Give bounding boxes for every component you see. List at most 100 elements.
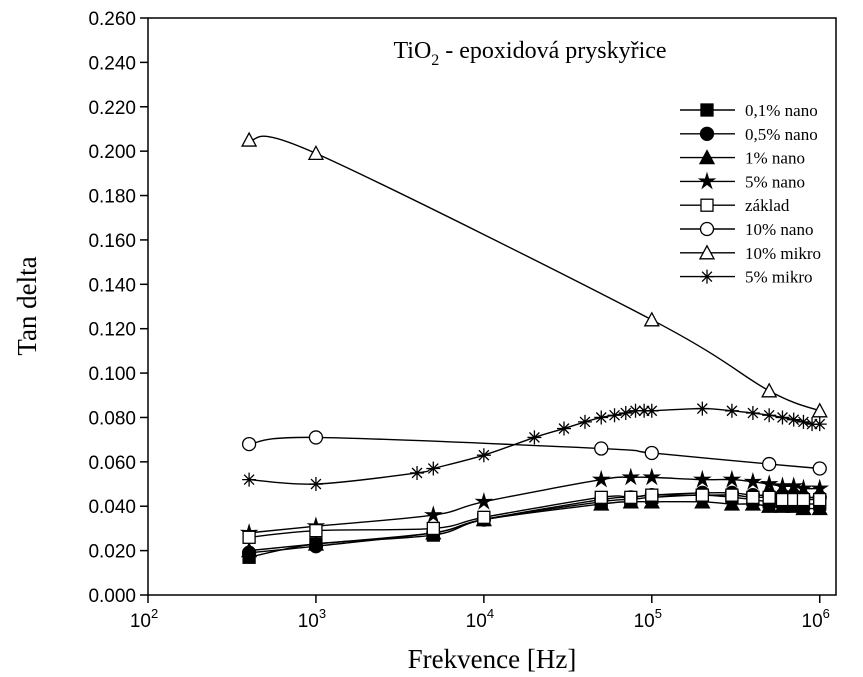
series-line bbox=[248, 135, 820, 412]
x-tick-base: 10 bbox=[298, 611, 319, 632]
data-point bbox=[762, 456, 777, 472]
data-point bbox=[762, 408, 777, 423]
data-point bbox=[743, 472, 763, 490]
data-point bbox=[643, 311, 660, 327]
data-point bbox=[805, 417, 820, 432]
y-tick-label: 0.140 bbox=[88, 275, 136, 296]
data-point bbox=[786, 412, 801, 427]
data-point bbox=[241, 131, 258, 147]
data-point bbox=[775, 492, 790, 507]
legend-marker bbox=[697, 171, 717, 190]
data-point bbox=[309, 523, 323, 538]
data-point bbox=[693, 469, 712, 488]
data-point bbox=[811, 500, 828, 516]
data-point bbox=[811, 402, 828, 418]
y-tick-label: 0.080 bbox=[88, 408, 136, 429]
data-point bbox=[594, 410, 609, 425]
legend-label: 1% nano bbox=[745, 149, 805, 168]
legend-label: 5% nano bbox=[745, 172, 805, 191]
data-point bbox=[426, 521, 440, 536]
y-tick-label: 0.100 bbox=[88, 364, 136, 385]
data-point bbox=[761, 497, 778, 513]
y-axis-label: Tan delta bbox=[12, 256, 42, 355]
data-point bbox=[637, 403, 652, 418]
data-point bbox=[695, 488, 709, 502]
data-point bbox=[476, 448, 491, 463]
data-point bbox=[642, 467, 662, 486]
title-main: TiO bbox=[393, 38, 431, 64]
legend-label: 0,5% nano bbox=[745, 125, 818, 144]
y-tick-label: 0.120 bbox=[88, 320, 136, 341]
series-line bbox=[249, 407, 820, 485]
plot-frame bbox=[147, 17, 837, 596]
data-point bbox=[628, 403, 643, 418]
data-point bbox=[527, 430, 542, 445]
data-point bbox=[695, 401, 710, 416]
legend-marker bbox=[699, 221, 715, 237]
data-point bbox=[775, 410, 790, 425]
data-point bbox=[812, 417, 827, 432]
data-point bbox=[577, 414, 592, 429]
y-tick-label: 0.160 bbox=[88, 231, 136, 252]
data-point bbox=[424, 505, 443, 524]
data-point bbox=[813, 492, 827, 507]
legend-label: 5% mikro bbox=[745, 268, 813, 287]
data-point bbox=[644, 445, 659, 461]
chart-title: TiO2 - epoxidová pryskyřice bbox=[393, 38, 666, 69]
data-point bbox=[784, 476, 803, 495]
x-tick-label: 106 bbox=[802, 606, 830, 632]
legend-label: 0,1% nano bbox=[745, 101, 818, 120]
x-tick-exp: 2 bbox=[151, 606, 158, 621]
x-tick-base: 10 bbox=[802, 611, 823, 632]
data-point bbox=[556, 421, 571, 436]
data-point bbox=[621, 467, 641, 486]
data-point bbox=[762, 490, 776, 505]
data-point bbox=[594, 490, 608, 505]
data-point bbox=[812, 461, 827, 476]
x-axis-label: Frekvence [Hz] bbox=[408, 644, 577, 674]
x-tick-label: 103 bbox=[298, 606, 326, 632]
legend-marker bbox=[698, 244, 716, 260]
data-point bbox=[241, 436, 257, 452]
y-tick-label: 0.260 bbox=[88, 9, 136, 30]
x-tick-exp: 5 bbox=[655, 606, 662, 621]
data-point bbox=[723, 495, 741, 511]
legend-marker bbox=[700, 198, 714, 212]
legend-label: 10% mikro bbox=[745, 244, 821, 263]
data-point bbox=[607, 408, 622, 423]
x-tick-exp: 4 bbox=[487, 606, 494, 621]
x-tick-label: 105 bbox=[634, 606, 662, 632]
data-point bbox=[795, 500, 812, 516]
data-point bbox=[474, 491, 494, 510]
y-tick-label: 0.200 bbox=[88, 142, 136, 163]
data-point bbox=[308, 477, 323, 492]
y-tick-label: 0.020 bbox=[88, 542, 136, 563]
data-point bbox=[624, 490, 638, 505]
data-point bbox=[307, 535, 325, 551]
x-tick-exp: 3 bbox=[319, 606, 326, 621]
data-point bbox=[759, 474, 779, 492]
data-point bbox=[242, 530, 256, 544]
x-tick-label: 104 bbox=[466, 606, 494, 632]
data-point bbox=[591, 469, 611, 488]
legend-marker bbox=[700, 103, 714, 117]
data-point bbox=[810, 478, 830, 497]
data-point bbox=[477, 510, 491, 524]
data-point bbox=[242, 472, 257, 487]
title-sub: 2 bbox=[431, 52, 439, 69]
x-tick-base: 10 bbox=[634, 611, 655, 632]
legend-marker bbox=[699, 126, 715, 141]
x-tick-label: 102 bbox=[130, 606, 158, 632]
x-tick-base: 10 bbox=[130, 611, 151, 632]
data-point bbox=[644, 403, 659, 418]
legend-marker bbox=[700, 269, 714, 284]
y-tick-label: 0.220 bbox=[88, 98, 136, 119]
y-tick-label: 0.180 bbox=[88, 187, 136, 208]
legend-label: 10% nano bbox=[745, 220, 813, 239]
y-tick-label: 0.040 bbox=[88, 497, 136, 518]
x-tick-exp: 6 bbox=[823, 606, 830, 621]
data-point bbox=[725, 488, 739, 502]
data-point bbox=[241, 542, 258, 558]
x-tick-base: 10 bbox=[466, 611, 487, 632]
